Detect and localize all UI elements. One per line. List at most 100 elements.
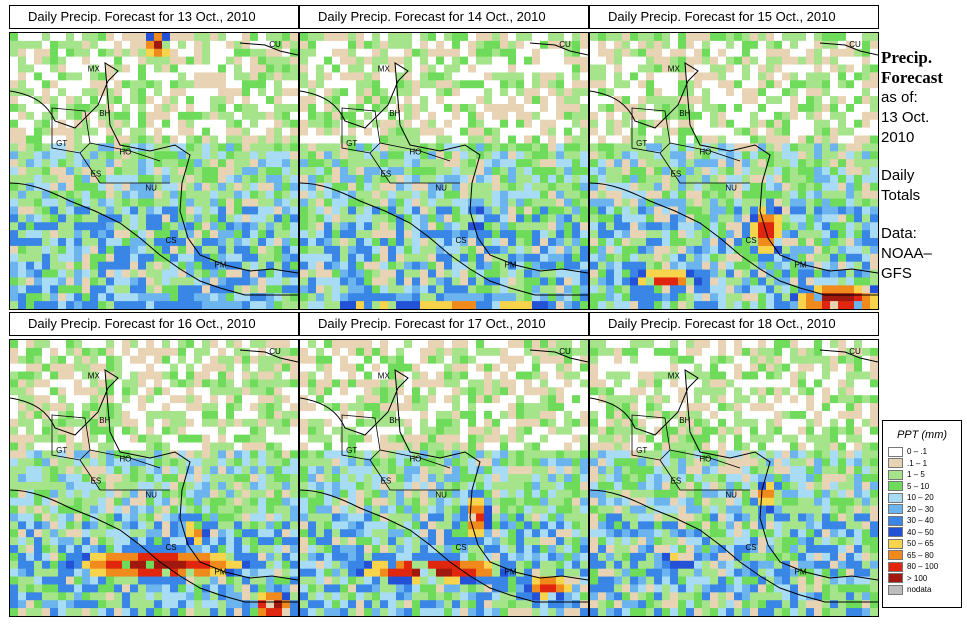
precip-cell	[146, 434, 155, 444]
precip-cell	[838, 261, 847, 271]
precip-cell	[242, 143, 251, 152]
precip-cell	[146, 182, 155, 192]
precip-cell	[226, 48, 235, 58]
precip-cell	[50, 371, 59, 381]
precip-cell	[508, 80, 517, 89]
precip-cell	[242, 88, 251, 97]
precip-cell	[380, 48, 389, 58]
precip-cell	[492, 293, 501, 302]
precip-cell	[830, 135, 839, 144]
precip-cell	[290, 56, 298, 66]
precip-cell	[862, 206, 871, 215]
precip-cell	[266, 395, 275, 404]
precip-cell	[26, 277, 35, 286]
precip-cell	[26, 537, 35, 546]
precip-cell	[590, 135, 599, 144]
precip-cell	[146, 206, 155, 215]
precip-cell	[340, 96, 349, 105]
precip-cell	[564, 48, 573, 58]
precip-cell	[718, 182, 727, 192]
precip-cell	[540, 119, 549, 129]
precip-cell	[42, 48, 51, 58]
precip-cell	[106, 269, 115, 279]
precip-cell	[186, 434, 195, 444]
precip-cell	[226, 214, 235, 223]
precip-cell	[90, 434, 99, 444]
precip-cell	[532, 64, 541, 74]
precip-cell	[782, 293, 791, 302]
precip-cell	[718, 119, 727, 129]
precip-cell	[614, 285, 623, 294]
precip-cell	[694, 261, 703, 271]
precip-cell	[42, 434, 51, 444]
precip-cell	[178, 119, 187, 129]
precip-cell	[372, 277, 381, 286]
precip-cell	[444, 64, 453, 74]
precip-cell	[782, 245, 791, 255]
precip-cell	[468, 238, 477, 247]
precip-cell	[404, 33, 413, 42]
precip-cell	[194, 379, 203, 388]
precip-cell	[774, 190, 783, 200]
precip-cell	[154, 88, 163, 97]
precip-cell	[114, 174, 123, 184]
precip-cell	[564, 64, 573, 74]
precip-cell	[202, 426, 211, 436]
precip-cell	[452, 103, 461, 113]
precip-cell	[372, 190, 381, 200]
precip-cell	[130, 434, 139, 444]
precip-cell	[308, 190, 317, 200]
precip-cell	[82, 285, 91, 294]
precip-cell	[18, 552, 27, 562]
precip-cell	[476, 80, 485, 89]
precip-cell	[66, 560, 75, 570]
precip-cell	[58, 33, 67, 42]
country-label: CS	[456, 236, 467, 245]
precip-cell	[170, 301, 179, 309]
precip-cell	[74, 521, 83, 530]
precip-cell	[186, 119, 195, 129]
precip-cell	[830, 285, 839, 294]
precip-cell	[242, 261, 251, 271]
precip-cell	[614, 293, 623, 302]
precip-cell	[186, 379, 195, 388]
precip-cell	[782, 103, 791, 113]
precip-cell	[74, 40, 83, 50]
precip-cell	[138, 489, 147, 499]
precip-cell	[734, 261, 743, 271]
precip-cell	[806, 64, 815, 74]
precip-cell	[372, 159, 381, 168]
forecast-panel-16-oct: Daily Precip. Forecast for 16 Oct., 2010…	[9, 312, 299, 617]
precip-cell	[766, 135, 775, 144]
precip-cell	[162, 182, 171, 192]
precip-cell	[106, 253, 115, 263]
precip-cell	[726, 174, 735, 184]
precip-cell	[308, 245, 317, 255]
precip-cell	[540, 56, 549, 66]
precip-cell	[258, 340, 267, 349]
precip-cell	[726, 285, 735, 294]
precip-cell	[282, 379, 291, 388]
precip-cell	[186, 182, 195, 192]
precip-cell	[242, 363, 251, 373]
precip-cell	[34, 592, 43, 601]
precip-cell	[686, 127, 695, 137]
precip-cell	[822, 206, 831, 215]
precip-cell	[790, 190, 799, 200]
precip-cell	[114, 347, 123, 357]
precip-cell	[814, 167, 823, 176]
precip-cell	[34, 466, 43, 475]
precip-cell	[266, 48, 275, 58]
precip-cell	[42, 466, 51, 475]
precip-cell	[290, 403, 298, 412]
precip-cell	[290, 261, 298, 271]
precip-cell	[830, 206, 839, 215]
precip-cell	[524, 143, 533, 152]
precip-cell	[460, 174, 469, 184]
precip-cell	[186, 159, 195, 168]
precip-cell	[82, 426, 91, 436]
precip-cell	[186, 285, 195, 294]
precip-cell	[210, 379, 219, 388]
precip-cell	[154, 198, 163, 208]
